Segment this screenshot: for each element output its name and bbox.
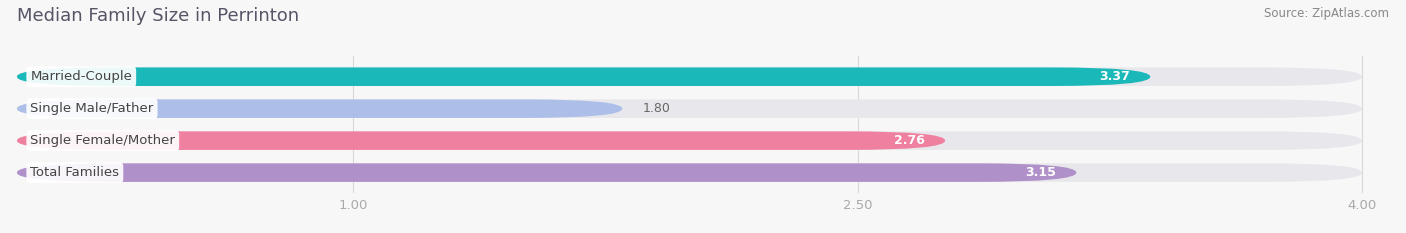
Text: 3.37: 3.37 [1099, 70, 1130, 83]
FancyBboxPatch shape [17, 99, 1362, 118]
FancyBboxPatch shape [17, 67, 1362, 86]
FancyBboxPatch shape [17, 67, 1150, 86]
Text: Single Male/Father: Single Male/Father [31, 102, 153, 115]
Text: Married-Couple: Married-Couple [31, 70, 132, 83]
FancyBboxPatch shape [17, 131, 1362, 150]
Text: 3.15: 3.15 [1025, 166, 1056, 179]
FancyBboxPatch shape [17, 131, 945, 150]
Text: Source: ZipAtlas.com: Source: ZipAtlas.com [1264, 7, 1389, 20]
FancyBboxPatch shape [17, 163, 1077, 182]
Text: Single Female/Mother: Single Female/Mother [31, 134, 176, 147]
Text: 2.76: 2.76 [894, 134, 925, 147]
Text: 1.80: 1.80 [643, 102, 671, 115]
FancyBboxPatch shape [17, 163, 1362, 182]
Text: Median Family Size in Perrinton: Median Family Size in Perrinton [17, 7, 299, 25]
Text: Total Families: Total Families [31, 166, 120, 179]
FancyBboxPatch shape [17, 99, 623, 118]
